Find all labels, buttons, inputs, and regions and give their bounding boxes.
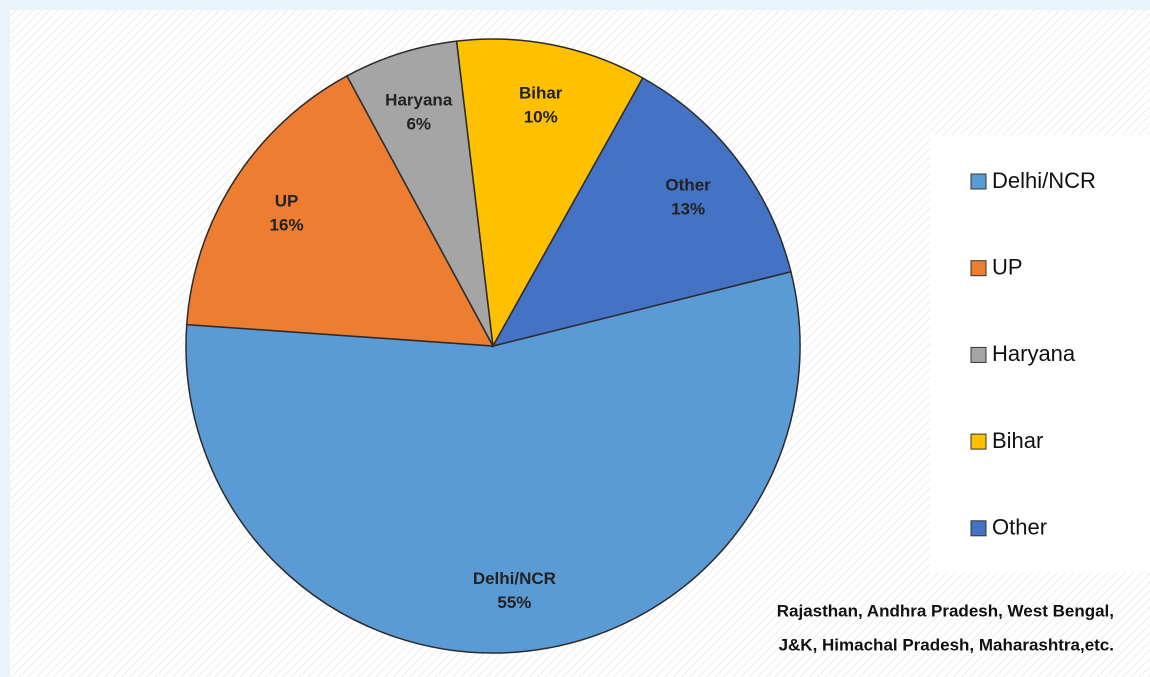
slice: [185, 270, 801, 654]
annotation: Rajasthan, Andhra Pradesh, West Bengal, J…: [777, 601, 1114, 654]
legend-box: [930, 135, 1150, 572]
legend-swatch: [970, 346, 987, 363]
slice-value: 10%: [524, 108, 558, 127]
slice-value: 6%: [406, 114, 431, 133]
slice-value: 16%: [270, 215, 304, 234]
legend-label: Delhi/NCR: [992, 168, 1096, 193]
legend-swatch: [970, 520, 987, 537]
legend-label: UP: [992, 255, 1023, 280]
slice: [185, 74, 495, 347]
legend-label: Other: [992, 515, 1047, 540]
slice-category: Bihar: [519, 84, 563, 103]
slice-value: 13%: [671, 199, 705, 218]
slice: [491, 76, 792, 348]
annotation-line: Rajasthan, Andhra Pradesh, West Bengal,: [777, 601, 1114, 620]
slice-value: 55%: [497, 593, 531, 612]
legend-label: Haryana: [992, 341, 1076, 366]
legend-swatch: [970, 173, 987, 190]
slice-category: UP: [275, 191, 299, 210]
slice-category: Other: [665, 175, 711, 194]
legend: Delhi/NCR UP Haryana Bihar Other: [970, 168, 1096, 540]
slice: [455, 38, 644, 349]
legend-swatch: [970, 433, 987, 450]
slice-labels: Delhi/NCR 55% UP 16% Haryana 6% Bihar 10% Other 1…: [270, 84, 712, 613]
slice-category: Delhi/NCR: [473, 569, 556, 588]
slice-category: Haryana: [385, 90, 453, 109]
pie: [185, 38, 801, 654]
annotation-line: J&K, Himachal Pradesh, Maharashtra,etc.: [779, 635, 1114, 654]
legend-label: Bihar: [992, 428, 1043, 453]
legend-swatch: [970, 260, 987, 277]
